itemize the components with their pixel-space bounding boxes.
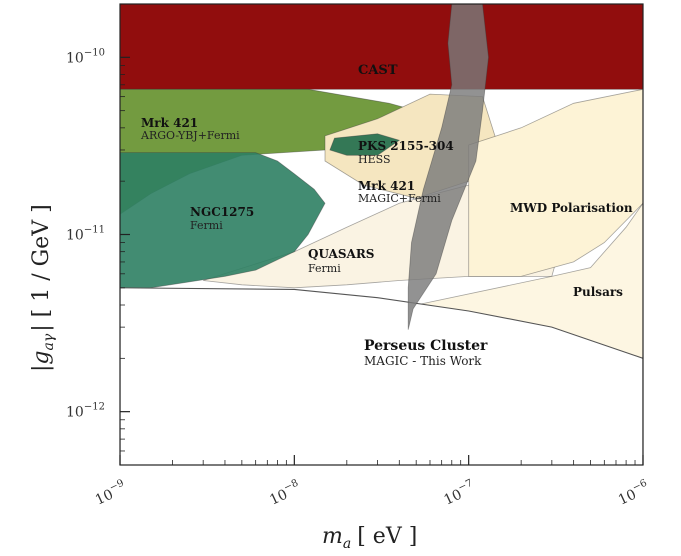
label-perseus-sub: MAGIC - This Work: [364, 354, 482, 368]
label-quasars-sub: Fermi: [308, 262, 341, 275]
region-ngc1275: [120, 152, 326, 292]
y-axis-title: |gaγ| [ 1 / GeV ]: [29, 204, 57, 372]
x-tick-label: 10−9: [92, 478, 130, 509]
region-mwd-polarisation: [468, 88, 643, 277]
label-quasars: QUASARS: [308, 247, 374, 261]
label-mrk421-argo-sub: ARGO-YBJ+Fermi: [140, 129, 240, 142]
region-perseus-magic: [120, 287, 643, 465]
label-ngc1275: NGC1275: [190, 205, 254, 219]
label-mwd-polarisation: MWD Polarisation: [510, 201, 633, 215]
region-pks2155: [329, 133, 401, 156]
label-mrk421-argo: Mrk 421: [141, 116, 198, 130]
label-cast: CAST: [358, 63, 398, 78]
y-axis-ticks: 10−12 10−11 10−10: [66, 3, 130, 466]
label-ngc1275-sub: Fermi: [190, 219, 223, 232]
region-gray-band: [407, 4, 489, 330]
plot-regions: [120, 4, 643, 465]
x-tick-label: 10−8: [266, 478, 304, 509]
label-pks2155: PKS 2155-304: [358, 139, 454, 153]
y-tick-label: 10−12: [66, 402, 105, 421]
y-tick-label: 10−11: [66, 225, 105, 244]
label-perseus: Perseus Cluster: [364, 338, 488, 354]
region-cast: [120, 4, 643, 90]
x-tick-label: 10−6: [615, 478, 653, 509]
x-tick-label: 10−7: [440, 478, 478, 509]
label-mrk421-magic-sub: MAGIC+Fermi: [358, 192, 441, 205]
x-axis-title: ma[ eV ]: [322, 524, 417, 552]
y-tick-label: 10−10: [66, 47, 105, 66]
label-mrk421-magic: Mrk 421: [358, 179, 415, 193]
label-pulsars: Pulsars: [573, 285, 623, 299]
label-pks2155-sub: HESS: [358, 153, 391, 166]
